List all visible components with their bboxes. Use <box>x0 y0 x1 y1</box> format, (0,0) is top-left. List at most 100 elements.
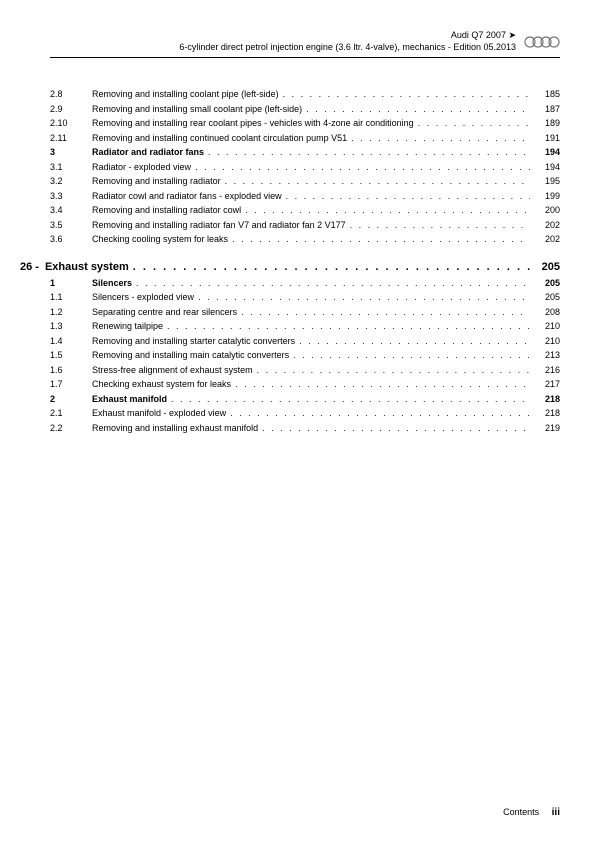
toc-entry: 3.4Removing and installing radiator cowl… <box>50 204 560 218</box>
header-rule <box>50 57 560 58</box>
entry-number: 3.2 <box>50 175 92 189</box>
entry-title: Removing and installing continued coolan… <box>92 132 347 146</box>
chapter-page: 205 <box>542 261 560 273</box>
toc-entry: 1Silencers . . . . . . . . . . . . . . . … <box>50 277 560 291</box>
entry-number: 1.2 <box>50 306 92 320</box>
toc-entry: 1.4Removing and installing starter catal… <box>50 335 560 349</box>
footer-label: Contents <box>503 807 539 817</box>
entry-number: 2.1 <box>50 407 92 421</box>
entry-title: Silencers <box>92 277 132 291</box>
entry-page: 218 <box>534 407 560 421</box>
entry-page: 194 <box>534 146 560 160</box>
entry-page: 202 <box>534 219 560 233</box>
entry-number: 3.1 <box>50 161 92 175</box>
entry-title: Removing and installing radiator cowl <box>92 204 241 218</box>
entry-title: Radiator and radiator fans <box>92 146 204 160</box>
entry-number: 2 <box>50 393 92 407</box>
entry-number: 3.6 <box>50 233 92 247</box>
page-footer: Contents iii <box>503 807 560 818</box>
entry-number: 2.11 <box>50 132 92 146</box>
entry-number: 3.4 <box>50 204 92 218</box>
page-header: Audi Q7 2007 ➤ 6-cylinder direct petrol … <box>50 30 560 53</box>
toc-entry: 2.2Removing and installing exhaust manif… <box>50 422 560 436</box>
footer-page-number: iii <box>552 807 560 818</box>
entry-title: Renewing tailpipe <box>92 320 163 334</box>
toc-entry: 3.1Radiator - exploded view . . . . . . .… <box>50 161 560 175</box>
toc-entry: 3.6Checking cooling system for leaks . . … <box>50 233 560 247</box>
entry-number: 1 <box>50 277 92 291</box>
toc-entry: 2.8Removing and installing coolant pipe … <box>50 88 560 102</box>
header-text: Audi Q7 2007 ➤ 6-cylinder direct petrol … <box>179 30 516 53</box>
entry-title: Stress-free alignment of exhaust system <box>92 364 253 378</box>
entry-page: 205 <box>534 291 560 305</box>
leader-dots: . . . . . . . . . . . . . . . . . . . . … <box>350 219 530 233</box>
entry-page: 217 <box>534 378 560 392</box>
leader-dots: . . . . . . . . . . . . . . . . . . . . … <box>241 306 530 320</box>
leader-dots: . . . . . . . . . . . . . . . . . . . . … <box>257 364 530 378</box>
entry-page: 210 <box>534 335 560 349</box>
entry-title: Removing and installing main catalytic c… <box>92 349 289 363</box>
entry-page: 195 <box>534 175 560 189</box>
entry-number: 1.6 <box>50 364 92 378</box>
header-line1: Audi Q7 2007 ➤ <box>179 30 516 42</box>
toc-entry: 3.2Removing and installing radiator. . .… <box>50 175 560 189</box>
leader-dots: . . . . . . . . . . . . . . . . . . . . … <box>232 233 530 247</box>
entry-number: 2.8 <box>50 88 92 102</box>
header-line2: 6-cylinder direct petrol injection engin… <box>179 42 516 54</box>
entry-page: 199 <box>534 190 560 204</box>
entry-page: 218 <box>534 393 560 407</box>
leader-dots: . . . . . . . . . . . . . . . . . . . . … <box>418 117 530 131</box>
entry-page: 187 <box>534 103 560 117</box>
entry-title: Checking cooling system for leaks <box>92 233 228 247</box>
leader-dots: . . . . . . . . . . . . . . . . . . . . … <box>208 146 530 160</box>
entry-number: 2.2 <box>50 422 92 436</box>
entry-page: 213 <box>534 349 560 363</box>
entry-title: Removing and installing radiator <box>92 175 221 189</box>
entry-page: 202 <box>534 233 560 247</box>
toc-entry: 2.1Exhaust manifold - exploded view. . .… <box>50 407 560 421</box>
leader-dots: . . . . . . . . . . . . . . . . . . . . … <box>351 132 530 146</box>
entry-page: 189 <box>534 117 560 131</box>
entry-title: Removing and installing starter catalyti… <box>92 335 295 349</box>
entry-page: 219 <box>534 422 560 436</box>
entry-page: 194 <box>534 161 560 175</box>
entry-number: 1.3 <box>50 320 92 334</box>
leader-dots: . . . . . . . . . . . . . . . . . . . . … <box>198 291 530 305</box>
leader-dots: . . . . . . . . . . . . . . . . . . . . … <box>293 349 530 363</box>
leader-dots: . . . . . . . . . . . . . . . . . . . . … <box>195 161 530 175</box>
toc-entry: 3Radiator and radiator fans. . . . . . .… <box>50 146 560 160</box>
leader-dots: . . . . . . . . . . . . . . . . . . . . … <box>262 422 530 436</box>
entry-number: 2.10 <box>50 117 92 131</box>
entry-page: 216 <box>534 364 560 378</box>
leader-dots: . . . . . . . . . . . . . . . . . . . . … <box>167 320 530 334</box>
entry-title: Radiator - exploded view <box>92 161 191 175</box>
leader-dots: . . . . . . . . . . . . . . . . . . . . … <box>299 335 530 349</box>
entry-title: Removing and installing coolant pipe (le… <box>92 88 279 102</box>
toc-entry: 1.3Renewing tailpipe . . . . . . . . . . … <box>50 320 560 334</box>
toc-entry: 2.9Removing and installing small coolant… <box>50 103 560 117</box>
entry-number: 1.1 <box>50 291 92 305</box>
entry-title: Exhaust manifold - exploded view <box>92 407 226 421</box>
leader-dots: . . . . . . . . . . . . . . . . . . . . … <box>235 378 530 392</box>
entry-number: 3.5 <box>50 219 92 233</box>
toc-entry: 2Exhaust manifold. . . . . . . . . . . .… <box>50 393 560 407</box>
entry-number: 3.3 <box>50 190 92 204</box>
leader-dots: . . . . . . . . . . . . . . . . . . . . … <box>136 277 530 291</box>
entry-title: Removing and installing rear coolant pip… <box>92 117 414 131</box>
entry-title: Radiator cowl and radiator fans - explod… <box>92 190 282 204</box>
toc-entry: 1.1Silencers - exploded view. . . . . . … <box>50 291 560 305</box>
entry-title: Removing and installing small coolant pi… <box>92 103 302 117</box>
toc-entry: 3.5Removing and installing radiator fan … <box>50 219 560 233</box>
entry-title: Removing and installing exhaust manifold <box>92 422 258 436</box>
entry-number: 1.4 <box>50 335 92 349</box>
entry-page: 205 <box>534 277 560 291</box>
entry-title: Removing and installing radiator fan V7 … <box>92 219 346 233</box>
entry-number: 1.5 <box>50 349 92 363</box>
entry-title: Checking exhaust system for leaks <box>92 378 231 392</box>
table-of-contents: 2.8Removing and installing coolant pipe … <box>50 88 560 435</box>
toc-entry: 1.2Separating centre and rear silencers.… <box>50 306 560 320</box>
chapter-number: 26 - <box>20 261 39 273</box>
toc-entry: 1.7Checking exhaust system for leaks. . … <box>50 378 560 392</box>
entry-title: Separating centre and rear silencers <box>92 306 237 320</box>
leader-dots: . . . . . . . . . . . . . . . . . . . . … <box>306 103 530 117</box>
